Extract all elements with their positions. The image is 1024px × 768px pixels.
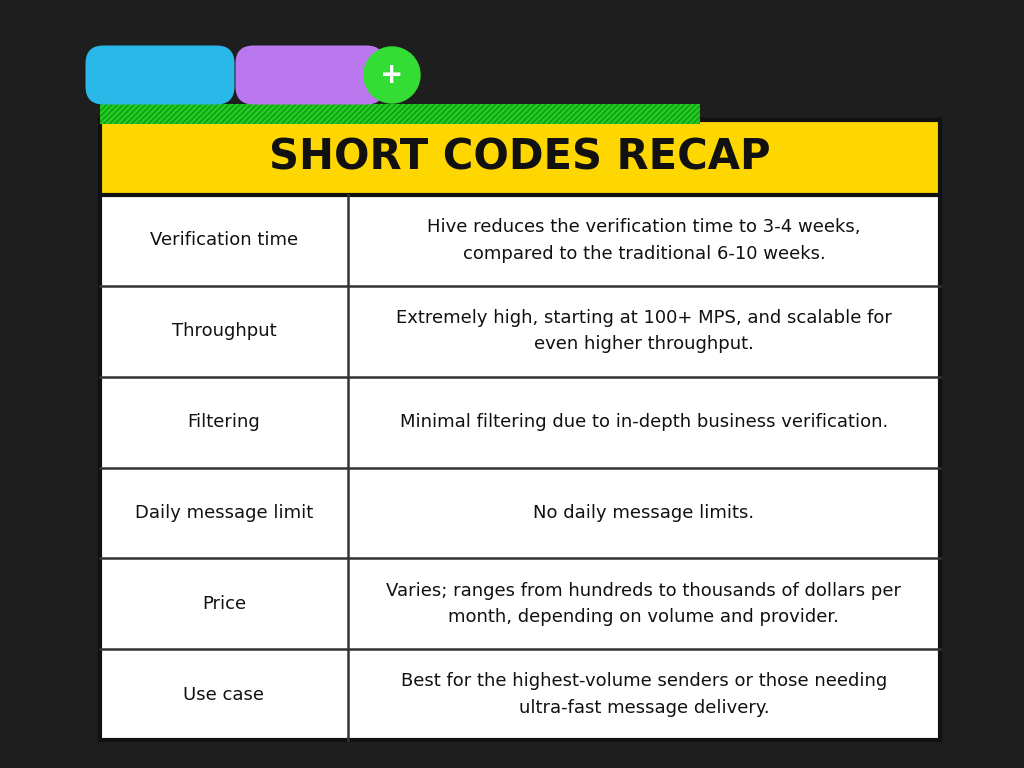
Text: Verification time: Verification time <box>150 231 298 250</box>
Text: Daily message limit: Daily message limit <box>135 504 313 522</box>
Text: Hive reduces the verification time to 3-4 weeks,
compared to the traditional 6-1: Hive reduces the verification time to 3-… <box>427 218 860 263</box>
Bar <box>100 104 700 124</box>
Bar <box>100 104 700 124</box>
Text: Extremely high, starting at 100+ MPS, and scalable for
even higher throughput.: Extremely high, starting at 100+ MPS, an… <box>396 309 892 353</box>
Bar <box>100 120 940 195</box>
Text: Filtering: Filtering <box>187 413 260 431</box>
Text: +: + <box>380 61 403 89</box>
Text: No daily message limits.: No daily message limits. <box>534 504 755 522</box>
Text: Minimal filtering due to in-depth business verification.: Minimal filtering due to in-depth busine… <box>399 413 888 431</box>
Text: Throughput: Throughput <box>172 323 276 340</box>
Circle shape <box>364 47 420 103</box>
FancyBboxPatch shape <box>236 45 384 104</box>
Bar <box>100 120 940 740</box>
Text: Use case: Use case <box>183 686 264 703</box>
FancyBboxPatch shape <box>85 45 234 104</box>
Text: Price: Price <box>202 594 246 613</box>
Text: Varies; ranges from hundreds to thousands of dollars per
month, depending on vol: Varies; ranges from hundreds to thousand… <box>386 581 901 626</box>
Text: SHORT CODES RECAP: SHORT CODES RECAP <box>269 137 771 178</box>
Text: Best for the highest-volume senders or those needing
ultra-fast message delivery: Best for the highest-volume senders or t… <box>400 672 887 717</box>
